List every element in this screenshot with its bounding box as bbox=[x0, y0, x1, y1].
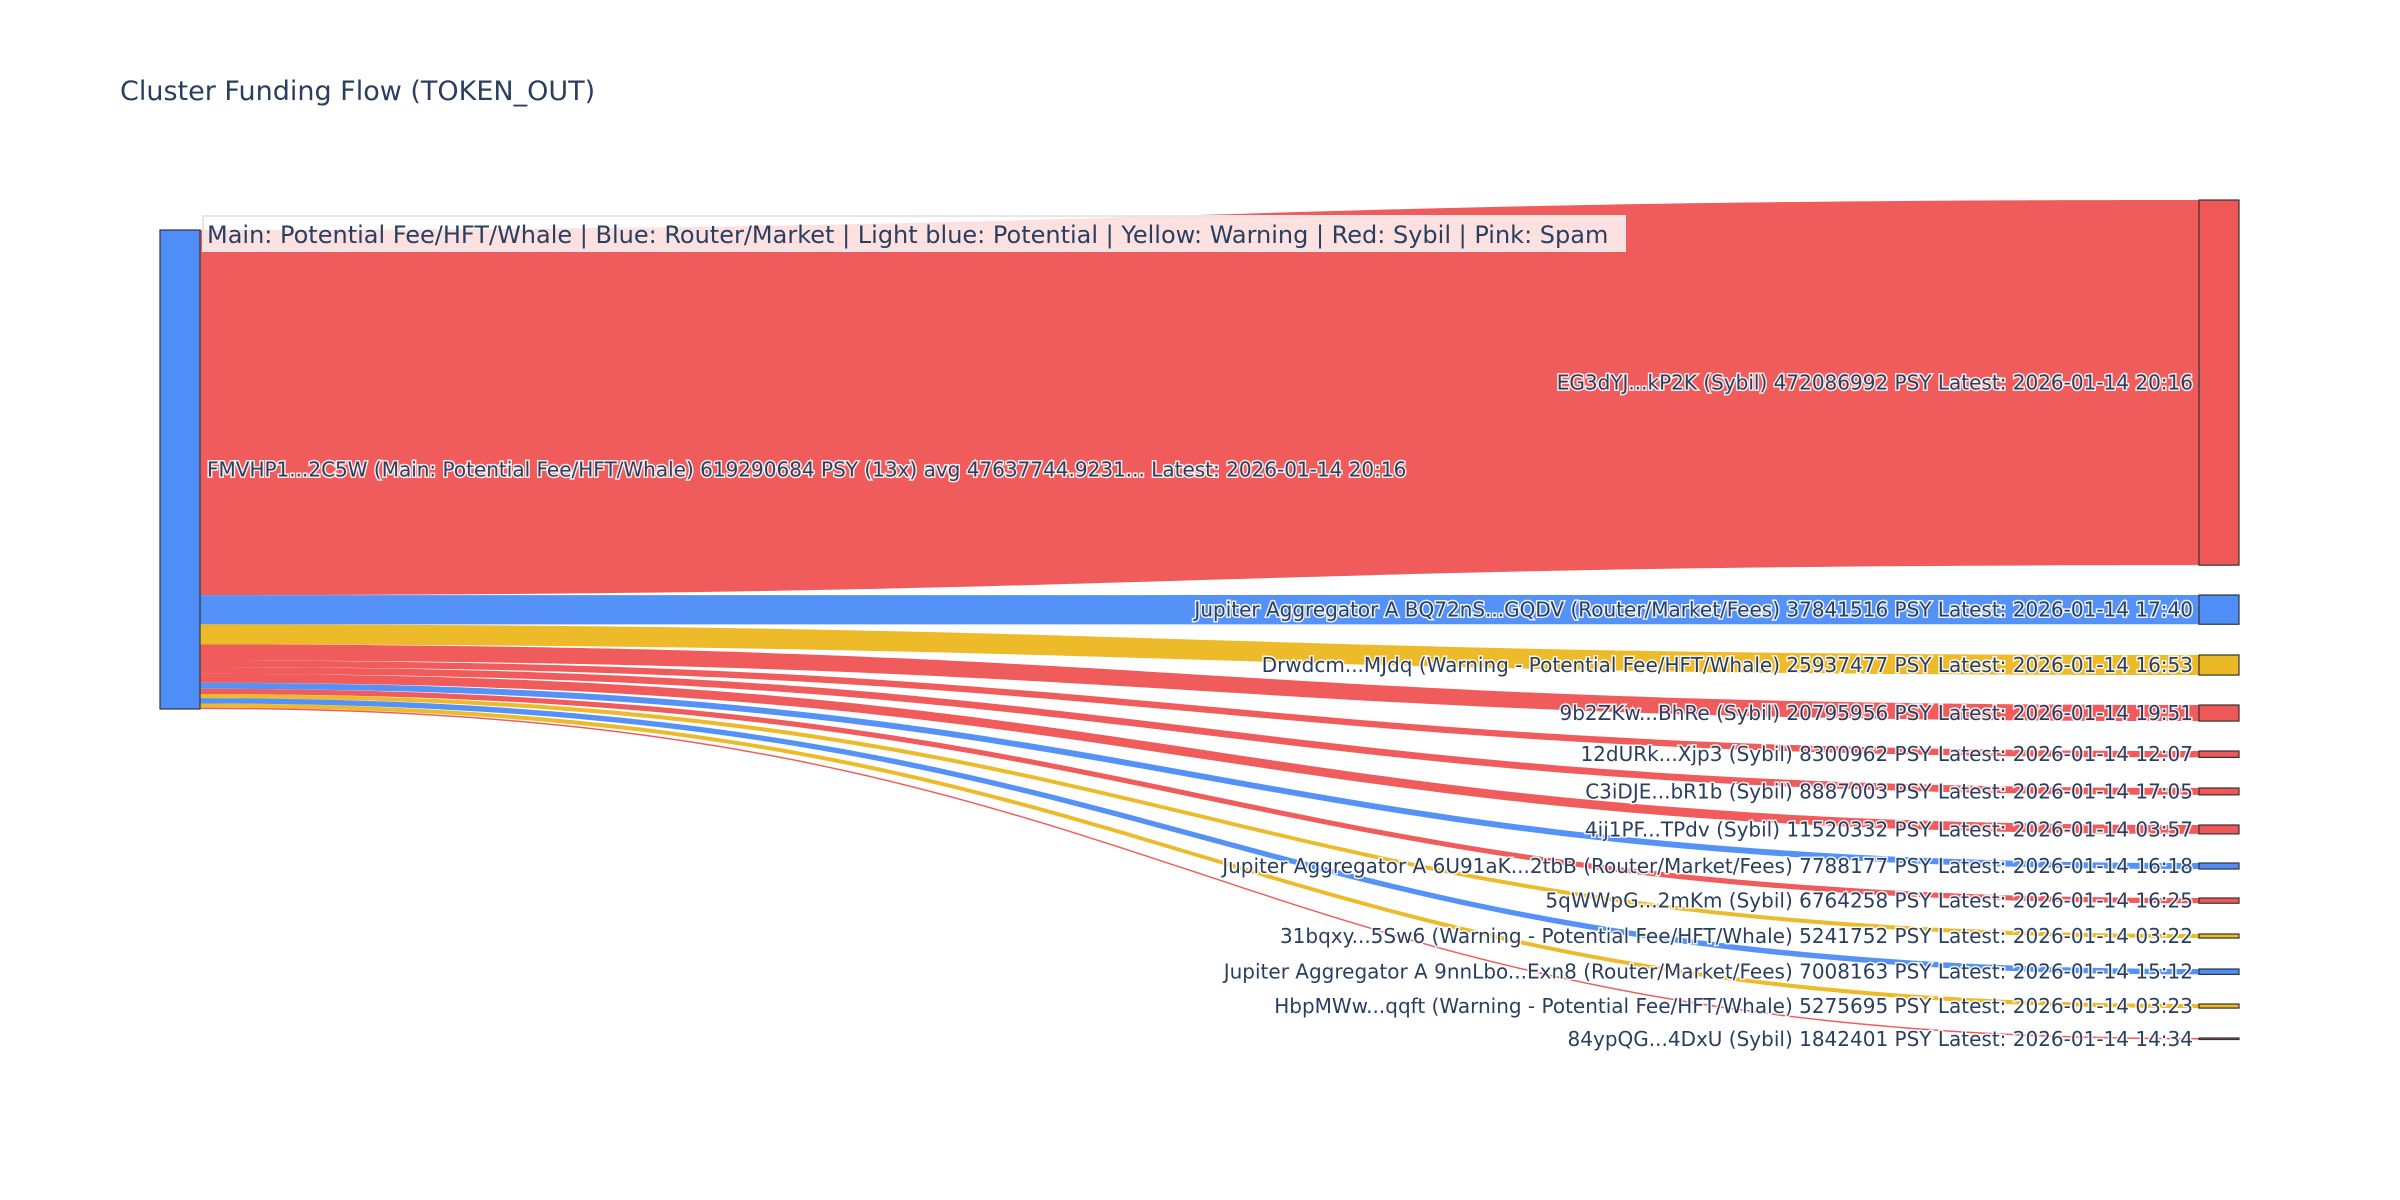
target-node-label: Drwdcm...MJdq (Warning - Potential Fee/H… bbox=[1262, 653, 2193, 677]
flow-link[interactable] bbox=[200, 707, 2199, 1040]
target-node[interactable] bbox=[2198, 1003, 2240, 1009]
flow-link[interactable] bbox=[200, 703, 2199, 1009]
flow-link[interactable] bbox=[200, 698, 2199, 975]
target-node-label: 12dURk...Xjp3 (Sybil) 8300962 PSY Latest… bbox=[1580, 742, 2193, 766]
target-node[interactable] bbox=[2198, 968, 2240, 976]
target-node-label: EG3dYJ...kP2K (Sybil) 472086992 PSY Late… bbox=[1557, 371, 2193, 395]
target-node[interactable] bbox=[2198, 933, 2240, 939]
target-node[interactable] bbox=[2198, 1037, 2240, 1041]
target-node[interactable] bbox=[2198, 787, 2240, 796]
flow-link[interactable] bbox=[200, 624, 2199, 676]
target-node[interactable] bbox=[2198, 862, 2240, 870]
flow-link[interactable] bbox=[200, 644, 2199, 722]
legend-annotation: Main: Potential Fee/HFT/Whale | Blue: Ro… bbox=[202, 215, 1626, 252]
target-node-label: Jupiter Aggregator A BQ72nS...GQDV (Rout… bbox=[1192, 598, 2193, 622]
target-node-label: 84ypQG...4DxU (Sybil) 1842401 PSY Latest… bbox=[1568, 1027, 2193, 1051]
target-node[interactable] bbox=[2198, 824, 2240, 835]
labels: EG3dYJ...kP2K (Sybil) 472086992 PSY Late… bbox=[206, 369, 2195, 1052]
legend-text: Main: Potential Fee/HFT/Whale | Blue: Ro… bbox=[207, 221, 1608, 249]
target-node-label: Jupiter Aggregator A 6U91aK...2tbB (Rout… bbox=[1220, 854, 2193, 878]
source-node-label: FMVHP1...2C5W (Main: Potential Fee/HFT/W… bbox=[207, 458, 1406, 482]
target-node-label: Jupiter Aggregator A 9nnLbo...Exn8 (Rout… bbox=[1222, 960, 2193, 984]
links bbox=[200, 200, 2199, 1040]
source-node[interactable] bbox=[159, 229, 201, 710]
target-node[interactable] bbox=[2198, 750, 2240, 759]
target-node-label: HbpMWw...qqft (Warning - Potential Fee/H… bbox=[1274, 994, 2193, 1018]
flow-link[interactable] bbox=[200, 682, 2199, 870]
target-node[interactable] bbox=[2198, 199, 2240, 566]
target-node-label: 5qWWpG...2mKm (Sybil) 6764258 PSY Latest… bbox=[1545, 889, 2193, 913]
nodes bbox=[159, 199, 2240, 1041]
flow-link[interactable] bbox=[200, 688, 2199, 904]
target-node-label: 9b2ZKw...BhRe (Sybil) 20795956 PSY Lates… bbox=[1559, 701, 2193, 725]
target-node[interactable] bbox=[2198, 594, 2240, 625]
flow-link[interactable] bbox=[200, 673, 2199, 834]
target-node[interactable] bbox=[2198, 654, 2240, 676]
flow-link[interactable] bbox=[200, 660, 2199, 758]
chart-title: Cluster Funding Flow (TOKEN_OUT) bbox=[120, 76, 595, 107]
flow-link[interactable] bbox=[200, 666, 2199, 795]
flow-link[interactable] bbox=[200, 595, 2199, 625]
target-node[interactable] bbox=[2198, 897, 2240, 904]
target-node-label: 31bqxy...5Sw6 (Warning - Potential Fee/H… bbox=[1280, 924, 2193, 948]
target-node[interactable] bbox=[2198, 704, 2240, 722]
flow-link[interactable] bbox=[200, 200, 2199, 596]
flow-link[interactable] bbox=[200, 694, 2199, 939]
target-node-label: C3iDJE...bR1b (Sybil) 8887003 PSY Latest… bbox=[1585, 779, 2193, 803]
target-node-label: 4ij1PF...TPdv (Sybil) 11520332 PSY Lates… bbox=[1585, 817, 2193, 841]
